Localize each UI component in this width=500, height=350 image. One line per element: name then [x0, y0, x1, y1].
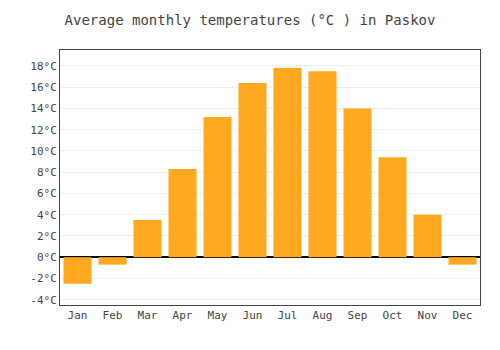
svg-text:18°C: 18°C [30, 60, 57, 73]
svg-text:2°C: 2°C [37, 230, 57, 243]
svg-text:Jan: Jan [68, 309, 88, 322]
svg-text:Average monthly temperatures (: Average monthly temperatures (°C ) in Pa… [65, 12, 436, 28]
svg-text:Dec: Dec [453, 309, 473, 322]
svg-text:Jun: Jun [243, 309, 263, 322]
svg-text:Feb: Feb [103, 309, 123, 322]
svg-text:Aug: Aug [313, 309, 333, 322]
svg-text:16°C: 16°C [30, 81, 57, 94]
svg-text:-2°C: -2°C [30, 272, 57, 285]
svg-text:Oct: Oct [383, 309, 403, 322]
svg-text:Mar: Mar [138, 309, 158, 322]
svg-text:Sep: Sep [348, 309, 368, 322]
svg-text:6°C: 6°C [37, 187, 57, 200]
svg-text:Apr: Apr [173, 309, 193, 322]
svg-text:Nov: Nov [418, 309, 438, 322]
svg-text:-4°C: -4°C [30, 294, 57, 307]
svg-text:May: May [208, 309, 228, 322]
svg-text:Jul: Jul [278, 309, 298, 322]
svg-text:8°C: 8°C [37, 166, 57, 179]
svg-text:0°C: 0°C [37, 251, 57, 264]
svg-text:12°C: 12°C [30, 124, 57, 137]
svg-text:10°C: 10°C [30, 145, 57, 158]
svg-text:14°C: 14°C [30, 102, 57, 115]
svg-text:4°C: 4°C [37, 209, 57, 222]
